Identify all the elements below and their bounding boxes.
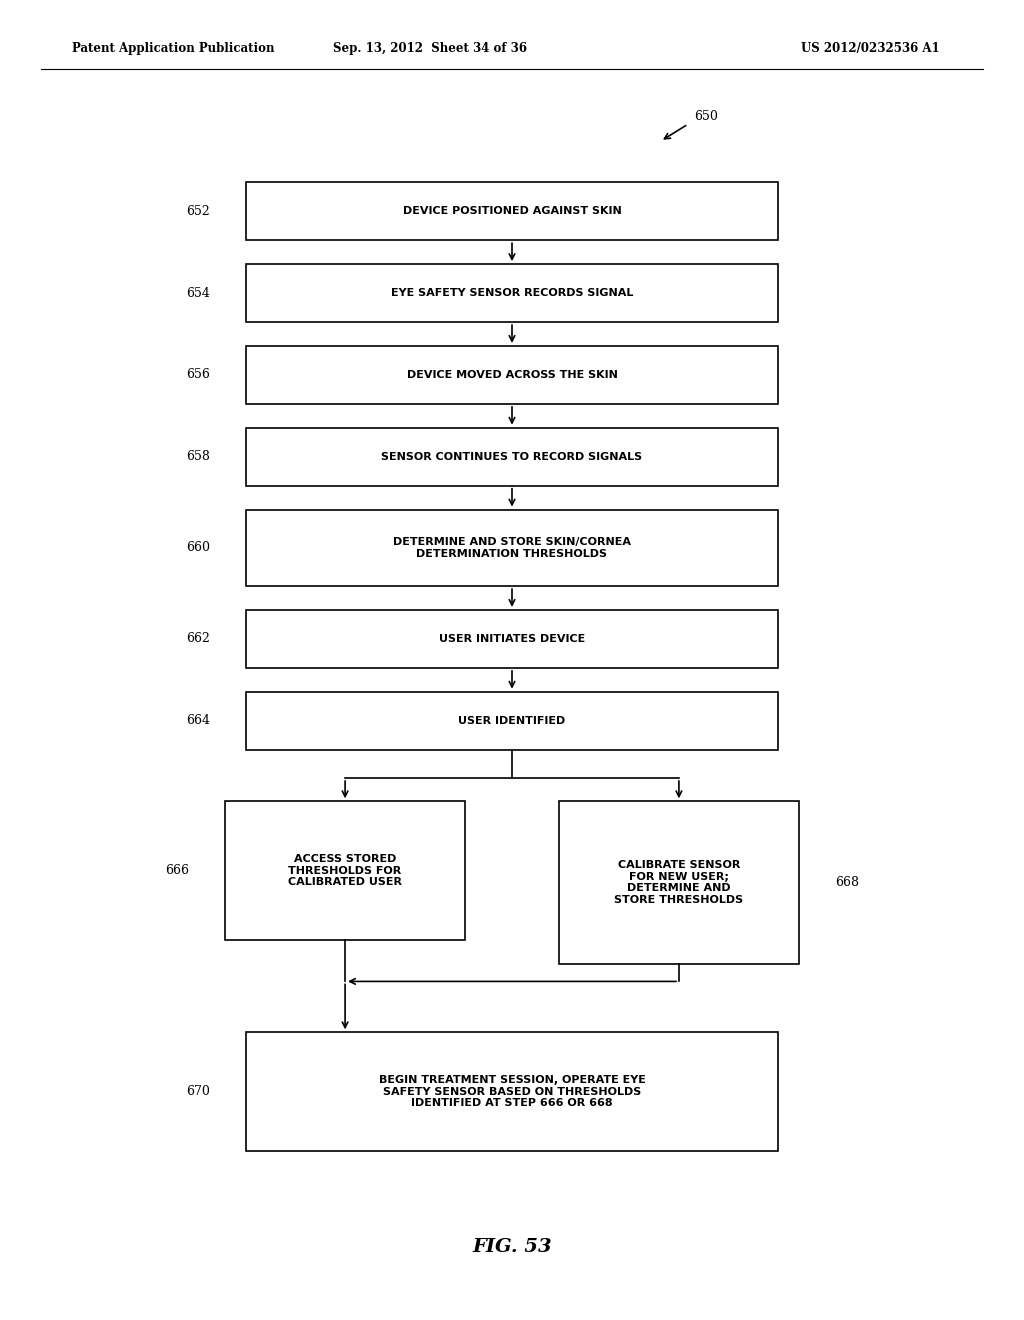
Text: US 2012/0232536 A1: US 2012/0232536 A1 [801, 42, 940, 55]
Text: USER IDENTIFIED: USER IDENTIFIED [459, 715, 565, 726]
Text: 650: 650 [694, 110, 719, 123]
Text: DEVICE MOVED ACROSS THE SKIN: DEVICE MOVED ACROSS THE SKIN [407, 370, 617, 380]
Text: USER INITIATES DEVICE: USER INITIATES DEVICE [439, 634, 585, 644]
Text: Patent Application Publication: Patent Application Publication [72, 42, 274, 55]
Text: 668: 668 [836, 876, 859, 888]
Text: DEVICE POSITIONED AGAINST SKIN: DEVICE POSITIONED AGAINST SKIN [402, 206, 622, 216]
Text: 652: 652 [186, 205, 210, 218]
Text: 662: 662 [186, 632, 210, 645]
Text: ACCESS STORED
THRESHOLDS FOR
CALIBRATED USER: ACCESS STORED THRESHOLDS FOR CALIBRATED … [288, 854, 402, 887]
Text: SENSOR CONTINUES TO RECORD SIGNALS: SENSOR CONTINUES TO RECORD SIGNALS [381, 451, 643, 462]
Text: 656: 656 [186, 368, 210, 381]
FancyBboxPatch shape [559, 801, 800, 964]
Text: 654: 654 [186, 286, 210, 300]
Text: BEGIN TREATMENT SESSION, OPERATE EYE
SAFETY SENSOR BASED ON THRESHOLDS
IDENTIFIE: BEGIN TREATMENT SESSION, OPERATE EYE SAF… [379, 1074, 645, 1109]
FancyBboxPatch shape [246, 1032, 778, 1151]
FancyBboxPatch shape [225, 801, 465, 940]
FancyBboxPatch shape [246, 510, 778, 586]
Text: FIG. 53: FIG. 53 [472, 1238, 552, 1257]
FancyBboxPatch shape [246, 182, 778, 240]
Text: 664: 664 [186, 714, 210, 727]
Text: EYE SAFETY SENSOR RECORDS SIGNAL: EYE SAFETY SENSOR RECORDS SIGNAL [391, 288, 633, 298]
FancyBboxPatch shape [246, 428, 778, 486]
Text: CALIBRATE SENSOR
FOR NEW USER;
DETERMINE AND
STORE THRESHOLDS: CALIBRATE SENSOR FOR NEW USER; DETERMINE… [614, 861, 743, 904]
Text: DETERMINE AND STORE SKIN/CORNEA
DETERMINATION THRESHOLDS: DETERMINE AND STORE SKIN/CORNEA DETERMIN… [393, 537, 631, 558]
Text: 670: 670 [186, 1085, 210, 1098]
FancyBboxPatch shape [246, 692, 778, 750]
Text: 658: 658 [186, 450, 210, 463]
FancyBboxPatch shape [246, 346, 778, 404]
Text: Sep. 13, 2012  Sheet 34 of 36: Sep. 13, 2012 Sheet 34 of 36 [333, 42, 527, 55]
FancyBboxPatch shape [246, 610, 778, 668]
Text: 660: 660 [186, 541, 210, 554]
FancyBboxPatch shape [246, 264, 778, 322]
Text: 666: 666 [165, 865, 189, 876]
